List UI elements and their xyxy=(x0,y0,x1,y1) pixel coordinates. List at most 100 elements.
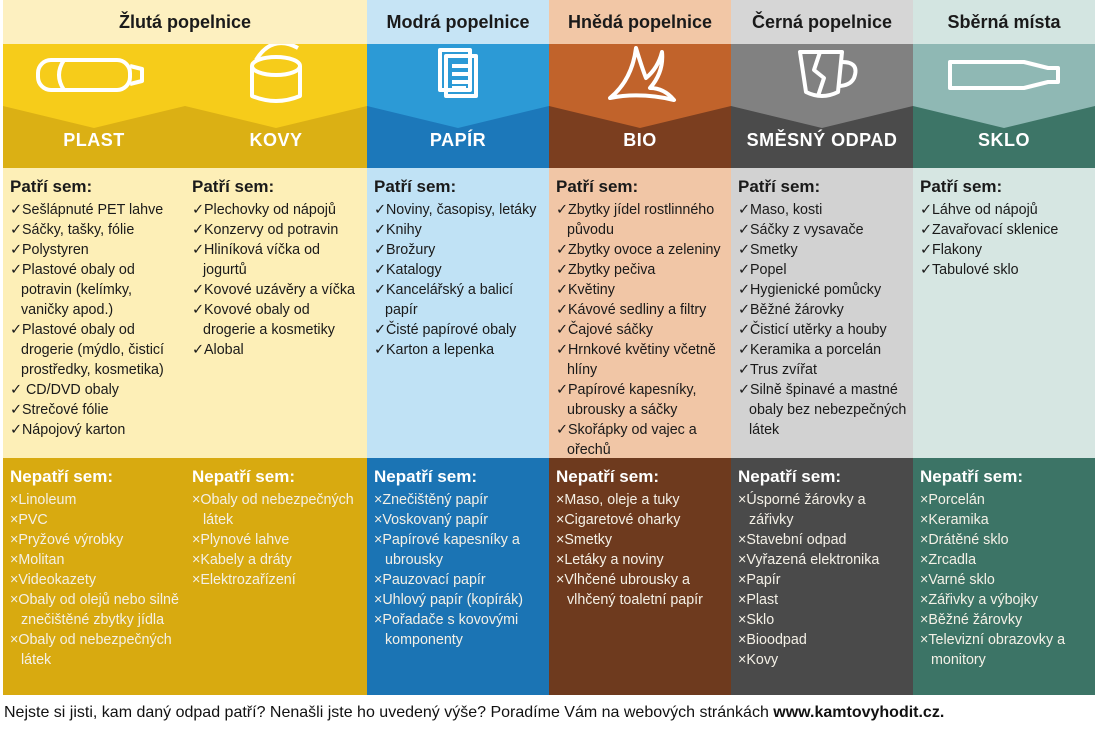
forbidden-item: ×Sklo xyxy=(738,612,775,628)
allowed-item: ✓Silně špinavé a mastné obaly bez nebezp… xyxy=(738,382,907,438)
allowed-item: ✓Strečové fólie xyxy=(10,402,109,418)
icon xyxy=(608,46,676,102)
forbidden-item: ×Bioodpad xyxy=(738,632,807,648)
category-banner xyxy=(731,44,913,168)
allowed-item: ✓Smetky xyxy=(738,242,798,258)
footer-link: www.kamtovyhodit.cz. xyxy=(773,704,945,721)
allowed-item: ✓Tabulové sklo xyxy=(920,262,1019,278)
allowed-item: ✓Hygienické pomůcky xyxy=(738,282,882,298)
forbidden-section: Nepatří sem: ×Porcelán ×Keramika ×Drátěné s… xyxy=(913,458,1095,695)
forbidden-section: Nepatří sem: ×Znečištěný papír ×Voskovaný … xyxy=(367,458,549,695)
forbidden-item: ×Znečištěný papír xyxy=(374,492,489,508)
allowed-item: ✓Katalogy xyxy=(374,262,442,278)
forbidden-section: Nepatří sem: ×Obaly od nebezpečných látek… xyxy=(185,458,367,695)
allowed-item: ✓Plastové obaly od drogerie (mýdlo, čist… xyxy=(10,322,165,378)
allowed-item: ✓Karton a lepenka xyxy=(374,342,495,358)
allowed-item: ✓Plechovky od nápojů xyxy=(192,202,336,218)
forbidden-heading: Nepatří sem: xyxy=(192,467,295,486)
footer: Nejste si jisti, kam daný odpad patří? N… xyxy=(4,704,944,722)
icon-band xyxy=(3,44,185,128)
allowed-item: ✓Čajové sáčky xyxy=(556,322,653,338)
allowed-section: Patří sem: ✓Noviny, časopisy, letáky ✓Knih… xyxy=(367,168,549,458)
forbidden-heading: Nepatří sem: xyxy=(374,467,477,486)
allowed-item: ✓Zbytky ovoce a zeleniny xyxy=(556,242,721,258)
allowed-item: ✓Knihy xyxy=(374,222,422,238)
allowed-item: ✓Zavařovací sklenice xyxy=(920,222,1059,238)
icon xyxy=(250,44,302,103)
forbidden-item: ×Kabely a dráty xyxy=(192,552,292,568)
forbidden-item: ×Zrcadla xyxy=(920,552,977,568)
category-label: PLAST xyxy=(63,130,125,150)
category-banner xyxy=(913,44,1095,168)
forbidden-heading: Nepatří sem: xyxy=(556,467,659,486)
forbidden-item: ×Cigaretové oharky xyxy=(556,512,681,528)
icon xyxy=(438,48,478,98)
forbidden-item: ×Pryžové výrobky xyxy=(10,532,124,548)
allowed-item: ✓Papírové kapesníky, ubrousky a sáčky xyxy=(556,382,697,418)
allowed-item: ✓Kancelářský a balicí papír xyxy=(374,282,514,318)
forbidden-item: ×Smetky xyxy=(556,532,613,548)
forbidden-item: ×Papír xyxy=(738,572,781,588)
allowed-item: ✓Čisté papírové obaly xyxy=(374,322,517,338)
icon-band xyxy=(185,44,367,128)
forbidden-item: ×Pořadače s kovovými komponenty xyxy=(374,612,519,648)
allowed-item: ✓Keramika a porcelán xyxy=(738,342,882,358)
allowed-item: ✓Polystyren xyxy=(10,242,89,258)
allowed-item: ✓Alobal xyxy=(192,342,244,358)
forbidden-item: ×Obaly od nebezpečných látek xyxy=(10,632,172,668)
forbidden-item: ×PVC xyxy=(10,512,48,528)
allowed-item: ✓Běžné žárovky xyxy=(738,302,844,318)
allowed-heading: Patří sem: xyxy=(192,177,275,196)
allowed-section: Patří sem: ✓Zbytky jídel rostlinného půvo… xyxy=(549,168,731,458)
forbidden-item: ×Letáky a noviny xyxy=(556,552,664,568)
bin-title: Žlutá popelnice xyxy=(3,0,367,44)
forbidden-item: ×Pauzovací papír xyxy=(374,572,486,588)
allowed-section: Patří sem: ✓Plechovky od nápojů ✓Konzervy … xyxy=(185,168,367,458)
forbidden-heading: Nepatří sem: xyxy=(738,467,841,486)
icon xyxy=(36,58,144,92)
forbidden-item: ×Kovy xyxy=(738,652,779,668)
forbidden-item: ×Uhlový papír (kopírák) xyxy=(374,592,523,608)
forbidden-item: ×Vlhčené ubrousky a vlhčený toaletní pap… xyxy=(556,572,703,608)
forbidden-section: Nepatří sem: ×Linoleum ×PVC ×Pryžové výrobk… xyxy=(3,458,185,695)
forbidden-item: ×Úsporné žárovky a zářivky xyxy=(738,492,866,528)
forbidden-item: ×Porcelán xyxy=(920,492,985,508)
forbidden-item: ×Papírové kapesníky a ubrousky xyxy=(374,532,520,568)
allowed-item: ✓Zbytky pečiva xyxy=(556,262,656,278)
allowed-item: ✓Hrnkové květiny včetně hlíny xyxy=(556,342,716,378)
allowed-item: ✓Sáčky, tašky, fólie xyxy=(10,222,135,238)
forbidden-item: ×Molitan xyxy=(10,552,65,568)
allowed-item: ✓Láhve od nápojů xyxy=(920,202,1038,218)
forbidden-heading: Nepatří sem: xyxy=(10,467,113,486)
allowed-item: ✓ CD/DVD obaly xyxy=(10,382,119,398)
forbidden-item: ×Plast xyxy=(738,592,779,608)
forbidden-item: ×Vyřazená elektronika xyxy=(738,552,880,568)
allowed-heading: Patří sem: xyxy=(738,177,821,196)
forbidden-item: ×Linoleum xyxy=(10,492,77,508)
category-label: PAPÍR xyxy=(429,130,487,150)
allowed-section: Patří sem: ✓Sešlápnuté PET lahve ✓Sáčky, t… xyxy=(3,168,185,458)
forbidden-item: ×Obaly od nebezpečných látek xyxy=(192,492,354,528)
category-banner xyxy=(185,44,367,168)
forbidden-item: ×Zářivky a výbojky xyxy=(920,592,1038,608)
category-banner xyxy=(3,44,185,168)
allowed-heading: Patří sem: xyxy=(920,177,1003,196)
icon xyxy=(948,60,1060,90)
bin-title: Modrá popelnice xyxy=(367,0,549,44)
icon-band xyxy=(549,44,731,128)
allowed-item: ✓Plastové obaly od potravin (kelímky, va… xyxy=(10,262,135,318)
allowed-item: ✓Květiny xyxy=(556,282,615,298)
category-label: SKLO xyxy=(977,130,1030,150)
bin-title: Sběrná místa xyxy=(913,0,1095,44)
footer-text: Nejste si jisti, kam daný odpad patří? N… xyxy=(4,704,774,721)
allowed-heading: Patří sem: xyxy=(10,177,93,196)
forbidden-item: ×Videokazety xyxy=(10,572,96,588)
allowed-item: ✓Kovové obaly od drogerie a kosmetiky xyxy=(192,302,335,338)
allowed-item: ✓Trus zvířat xyxy=(738,362,817,378)
allowed-heading: Patří sem: xyxy=(374,177,457,196)
forbidden-item: ×Plynové lahve xyxy=(192,532,290,548)
allowed-item: ✓Zbytky jídel rostlinného původu xyxy=(556,202,715,238)
forbidden-item: ×Elektrozařízení xyxy=(192,572,296,588)
allowed-heading: Patří sem: xyxy=(556,177,639,196)
